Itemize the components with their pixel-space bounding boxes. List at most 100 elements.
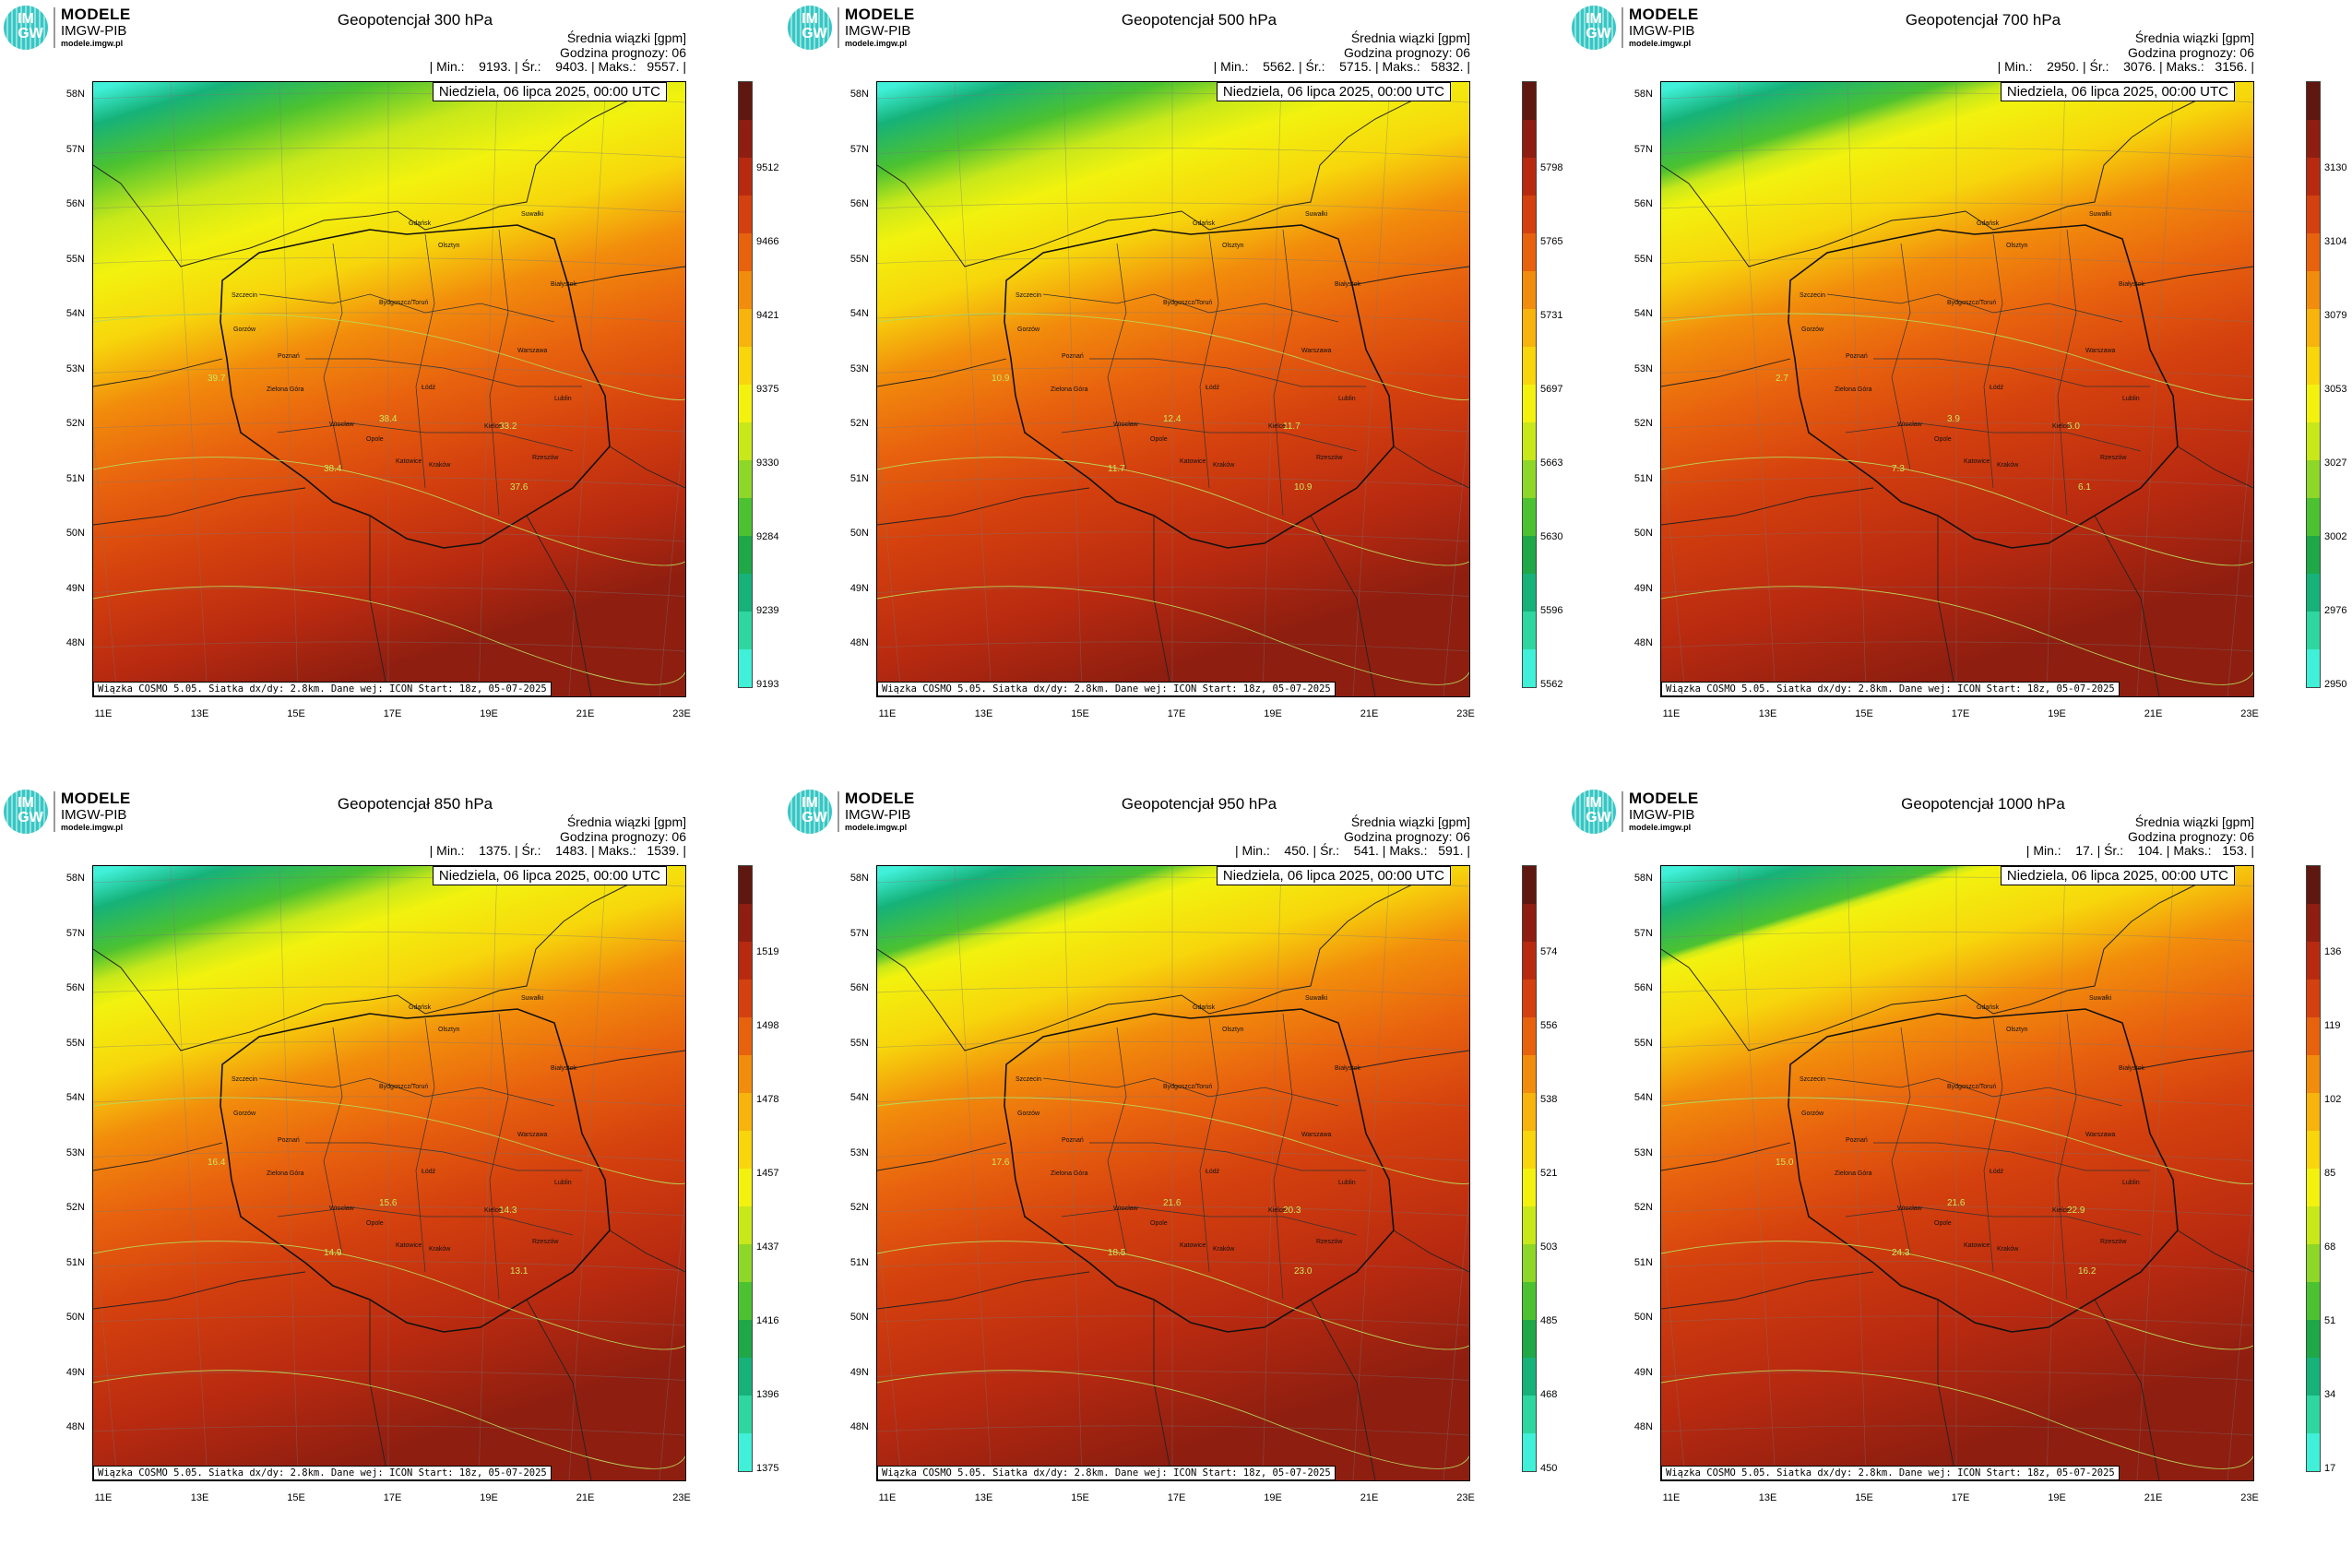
- voivodeship-border: [1061, 422, 1358, 452]
- longitude-label: 13E: [974, 1492, 993, 1503]
- latitude-line: [877, 422, 1469, 433]
- forecast-date: Niedziela, 06 lipca 2025, 00:00 UTC: [2000, 82, 2235, 101]
- city-label: Szczecin: [232, 1076, 258, 1083]
- voivodeship-border: [323, 243, 343, 470]
- latitude-label: 53N: [1633, 1146, 1653, 1158]
- latitude-line: [93, 422, 685, 433]
- contour-label: 22.9: [2067, 1206, 2085, 1216]
- logo-name: MODELE: [845, 790, 915, 807]
- latitude-label: 51N: [1633, 1256, 1653, 1268]
- longitude-label: 23E: [672, 1492, 691, 1503]
- latitude-label: 52N: [1633, 1202, 1653, 1213]
- latitude-label: 56N: [1633, 982, 1653, 993]
- logo-url: modele.imgw.pl: [1629, 39, 1692, 48]
- colorbar-swatch: [739, 536, 752, 574]
- latitude-line: [877, 932, 1469, 942]
- model-footer: Wiązka COSMO 5.05. Siatka dx/dy: 2.8km. …: [877, 1466, 1336, 1480]
- colorbar-label: 9421: [756, 310, 779, 321]
- latitude-line: [93, 477, 685, 487]
- voivodeship-border: [1826, 1077, 2123, 1107]
- colorbar-swatch: [739, 574, 752, 612]
- model-footer: Wiązka COSMO 5.05. Siatka dx/dy: 2.8km. …: [93, 1466, 552, 1480]
- city-label: Wrocław: [1897, 1206, 1922, 1212]
- longitude-line: [1352, 82, 1391, 696]
- longitude-line: [1738, 866, 1776, 1480]
- city-label: Rzeszów: [2100, 1239, 2127, 1245]
- voivodeship-border: [1873, 358, 2150, 387]
- latitude-line: [93, 1261, 685, 1271]
- logo-mark-bottom: GW: [18, 810, 43, 826]
- logo-divider: [53, 791, 55, 832]
- latitude-line: [1661, 641, 2253, 652]
- longitude-line: [1661, 426, 1686, 696]
- map-plot: 5.0 3.9 6.1 2.7 7.3 Gdańsk Olsztyn Suwałki Biały…: [1660, 81, 2254, 697]
- latitude-line: [877, 1315, 1469, 1326]
- coastline: [1661, 884, 2197, 1051]
- country-border: [877, 1142, 1007, 1171]
- latitude-line: [1661, 986, 2253, 997]
- colorbar-swatch: [1523, 1396, 1536, 1433]
- imgw-logo: IM GW MODELE IMGW-PIB modele.imgw.pl: [1572, 6, 1710, 52]
- colorbar-swatch: [739, 1055, 752, 1093]
- longitude-label: 19E: [1264, 708, 1282, 719]
- latitude-label: 58N: [849, 873, 869, 884]
- imgw-logo: IM GW MODELE IMGW-PIB modele.imgw.pl: [4, 6, 142, 52]
- city-label: Warszawa: [1301, 348, 1332, 354]
- city-label: Zielona Góra: [1051, 386, 1088, 393]
- colorbar-swatch: [739, 1320, 752, 1358]
- field-shading: [1661, 82, 2253, 696]
- forecast-date: Niedziela, 06 lipca 2025, 00:00 UTC: [2000, 866, 2235, 885]
- colorbar-swatch: [1523, 1131, 1536, 1169]
- latitude-label: 51N: [65, 472, 85, 484]
- colorbar-swatch: [739, 1093, 752, 1131]
- contour-label: 13.1: [510, 1266, 529, 1277]
- logo-divider: [1621, 791, 1623, 832]
- longitude-label: 15E: [1855, 1492, 1873, 1503]
- longitude-label: 13E: [974, 708, 993, 719]
- latitude-label: 51N: [849, 1256, 869, 1268]
- latitude-label: 48N: [1633, 1421, 1653, 1432]
- latitude-line: [1661, 587, 2253, 597]
- info-stats: | Min.: 17. | Śr.: 104. | Maks.: 153. |: [2025, 843, 2254, 858]
- longitude-label: 11E: [1662, 708, 1681, 719]
- logo-org: IMGW-PIB: [61, 23, 127, 39]
- voivodeship-border: [1089, 358, 1366, 387]
- contour-label: 16.4: [208, 1158, 226, 1168]
- latitude-label: 54N: [849, 308, 869, 319]
- logo-mark-icon: IM GW: [788, 790, 832, 834]
- longitude-label: 21E: [1360, 1492, 1379, 1503]
- longitude-label: 23E: [2240, 708, 2259, 719]
- country-border: [526, 515, 592, 696]
- colorbar-swatch: [2307, 536, 2320, 574]
- city-label: Suwałki: [2089, 211, 2112, 218]
- city-label: Łódź: [1206, 1169, 1220, 1175]
- colorbar-label: 9193: [756, 679, 779, 690]
- colorbar-swatch: [739, 1131, 752, 1169]
- colorbar-swatch: [1523, 158, 1536, 196]
- voivodeship-border: [1845, 422, 2142, 452]
- longitude-label: 23E: [1456, 1492, 1475, 1503]
- map-panel: IM GW MODELE IMGW-PIB modele.imgw.pl Geopoten…: [0, 0, 784, 784]
- logo-org: IMGW-PIB: [845, 23, 911, 39]
- colorbar-label: 1416: [756, 1315, 779, 1326]
- colorbar-label: 5562: [1540, 679, 1563, 690]
- latitude-label: 50N: [849, 528, 869, 539]
- map-plot: 14.3 15.6 13.1 16.4 14.9 Gdańsk Olsztyn Suwałki…: [92, 865, 686, 1481]
- voivodeship-border: [323, 1027, 343, 1254]
- colorbar-label: 119: [2324, 1020, 2341, 1031]
- contour-label: 21.6: [1163, 1198, 1182, 1208]
- city-label: Suwałki: [1305, 211, 1328, 218]
- colorbar-swatch: [739, 1358, 752, 1396]
- city-label: Lublin: [1338, 1180, 1356, 1186]
- panel-title: Geopotencjał 500 hPa: [1121, 11, 1277, 29]
- city-label: Katowice: [396, 458, 422, 465]
- country-border: [2177, 445, 2253, 489]
- latitude-line: [93, 641, 685, 652]
- colorbar-swatch: [1523, 574, 1536, 612]
- latitude-label: 54N: [65, 308, 85, 319]
- latitude-line: [1661, 1425, 2253, 1436]
- latitude-label: 57N: [1633, 143, 1653, 155]
- model-footer: Wiązka COSMO 5.05. Siatka dx/dy: 2.8km. …: [1661, 1466, 2120, 1480]
- latitude-line: [93, 1096, 685, 1107]
- colorbar-swatch: [2307, 904, 2320, 942]
